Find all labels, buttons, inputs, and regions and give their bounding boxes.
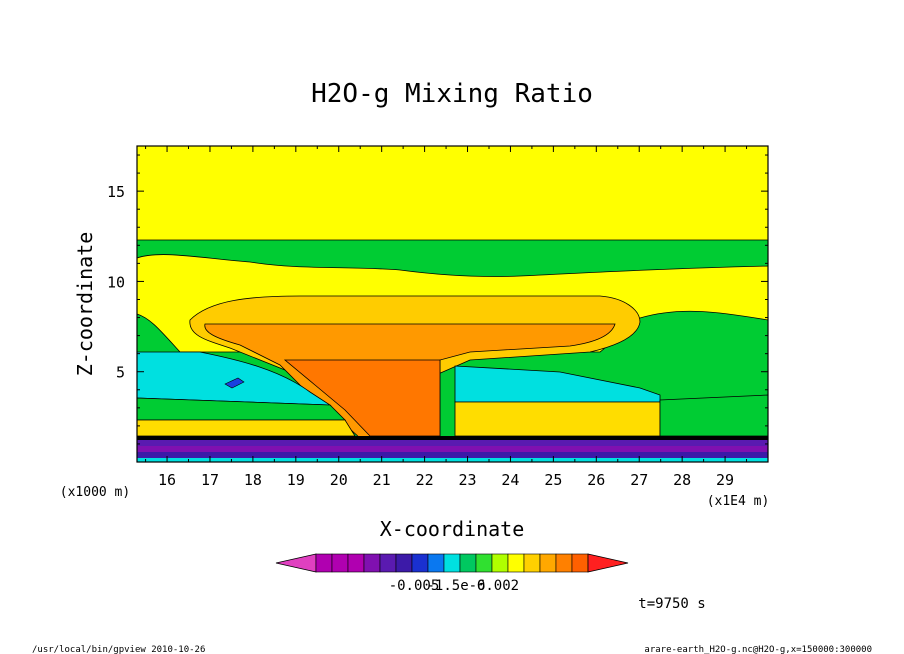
colorbar (275, 553, 629, 573)
colorbar-swatch (411, 553, 429, 573)
colorbar-swatch (363, 553, 381, 573)
colorbar-swatch (347, 553, 365, 573)
colorbar-swatch (475, 553, 493, 573)
x-tick-label: 27 (630, 471, 648, 489)
contour-fill-yellow-lower-left (136, 419, 356, 437)
footer-right: arare-earth_H2O-g.nc@H2O-g,x=150000:3000… (644, 645, 872, 654)
x-axis-label: X-coordinate (380, 517, 525, 541)
colorbar-swatch (443, 553, 461, 573)
colorbar-swatch (315, 553, 333, 573)
x-tick-label: 22 (416, 471, 434, 489)
y-axis-ticks: 5 10 15 (107, 154, 768, 445)
colorbar-label: -1.5e-6 (426, 578, 485, 594)
y-tick-label: 5 (116, 364, 125, 382)
colorbar-swatch (539, 553, 557, 573)
x-axis-ticks: 16 17 18 19 20 21 22 23 24 25 26 27 28 29 (145, 146, 748, 489)
contour-fill-green-lower-right (659, 394, 769, 437)
colorbar-swatch (491, 553, 509, 573)
colorbar-arrow-high (587, 553, 629, 573)
x-tick-label: 20 (330, 471, 348, 489)
time-label: t=9750 s (638, 596, 705, 612)
colorbar-swatch (395, 553, 413, 573)
x-tick-label: 25 (544, 471, 562, 489)
x-tick-label: 26 (587, 471, 605, 489)
colorbar-swatch (571, 553, 589, 573)
plot-frame (136, 145, 769, 463)
colorbar-swatch (459, 553, 477, 573)
contour-fill-yellow-lower-right (454, 401, 661, 437)
colorbar-arrow-low (275, 553, 317, 573)
x-tick-label: 17 (201, 471, 219, 489)
x-tick-label: 21 (373, 471, 391, 489)
plot-area (136, 145, 769, 463)
y-tick-label: 15 (107, 183, 125, 201)
colorbar-swatch (507, 553, 525, 573)
x-tick-label: 28 (673, 471, 691, 489)
footer-left: /usr/local/bin/gpview 2010-10-26 (32, 645, 205, 654)
colorbar-swatch (379, 553, 397, 573)
y-unit-label: (x1000 m) (60, 485, 130, 500)
colorbar-label: -0.005 (389, 578, 440, 594)
colorbar-labels: -0.005-1.5e-60.002 (389, 578, 519, 594)
colorbar-swatch (523, 553, 541, 573)
y-axis-label: Z-coordinate (73, 232, 97, 377)
colorbar-swatch (555, 553, 573, 573)
x-tick-label: 16 (158, 471, 176, 489)
contour-fill-blue-patch (224, 377, 245, 389)
contour-fill-surface-bands (137, 436, 768, 462)
contour-fill-cyan-left (136, 351, 332, 406)
chart-title: H2O-g Mixing Ratio (311, 79, 593, 109)
x-tick-label: 24 (501, 471, 519, 489)
colorbar-label: 0.002 (477, 578, 519, 594)
x-tick-label: 23 (458, 471, 476, 489)
colorbar-swatch (331, 553, 349, 573)
x-tick-label: 29 (716, 471, 734, 489)
x-tick-label: 18 (244, 471, 262, 489)
colorbar-swatch (427, 553, 445, 573)
y-tick-label: 10 (107, 273, 125, 291)
x-tick-label: 19 (287, 471, 305, 489)
x-unit-label: (x1E4 m) (707, 494, 770, 509)
